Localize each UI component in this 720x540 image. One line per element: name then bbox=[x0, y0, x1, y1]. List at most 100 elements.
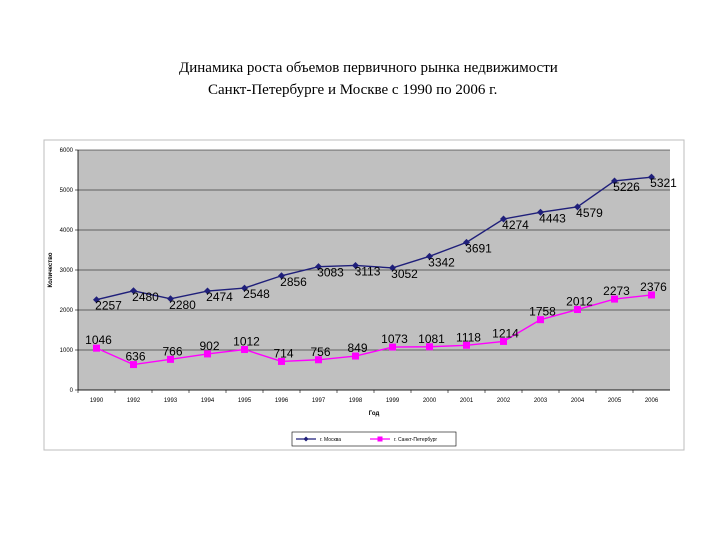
series-point-diamond bbox=[389, 264, 396, 272]
data-label: 3342 bbox=[428, 255, 455, 269]
series-point-diamond bbox=[574, 203, 581, 211]
data-labels: 2257 2480 2280 2474 2548 2856 3083 3113 3052 3342… bbox=[85, 176, 677, 363]
data-label: 1214 bbox=[492, 326, 519, 340]
chart-title-line-1: Динамика роста объемов первичного рынка … bbox=[179, 60, 558, 76]
series-point-diamond bbox=[611, 177, 618, 185]
series-line-1 bbox=[96, 176, 652, 301]
x-tick-label: 2001 bbox=[460, 398, 474, 404]
data-label: 1758 bbox=[529, 305, 556, 319]
series-point-diamond bbox=[278, 272, 285, 280]
y-tick-label: 4000 bbox=[60, 228, 74, 234]
chart-title-line-2: Санкт-Петербурге и Москве с 1990 по 2006… bbox=[208, 82, 498, 98]
series-point-diamond bbox=[130, 287, 137, 295]
series-group bbox=[93, 173, 655, 369]
data-label: 756 bbox=[310, 345, 330, 359]
x-tick-label: 1992 bbox=[127, 398, 141, 404]
y-tick-label: 1000 bbox=[60, 348, 74, 354]
series-point-square bbox=[167, 355, 174, 363]
y-tick-label: 5000 bbox=[60, 188, 74, 194]
series-point-square bbox=[204, 350, 211, 358]
legend-marker-square bbox=[377, 436, 383, 442]
series-point-diamond bbox=[463, 238, 470, 246]
x-axis-label: Год bbox=[369, 411, 380, 417]
x-tick-label: 1998 bbox=[349, 398, 363, 404]
series-point-diamond bbox=[204, 287, 211, 295]
series-point-diamond bbox=[426, 252, 433, 260]
series-point-diamond bbox=[315, 263, 322, 271]
y-tick-label: 3000 bbox=[60, 268, 74, 274]
x-tick-label: 1995 bbox=[238, 398, 252, 404]
x-tick-label: 2002 bbox=[497, 398, 511, 404]
series-point-square bbox=[352, 352, 359, 360]
data-label: 849 bbox=[347, 341, 367, 355]
data-label: 3052 bbox=[391, 267, 418, 281]
data-label: 2474 bbox=[206, 290, 233, 304]
series-point-square bbox=[93, 344, 100, 352]
data-label: 2376 bbox=[640, 280, 667, 294]
series-point-square bbox=[426, 343, 433, 351]
data-label: 3113 bbox=[355, 264, 381, 278]
x-tick-label: 1993 bbox=[164, 398, 178, 404]
data-label: 1012 bbox=[233, 335, 260, 349]
series-point-square bbox=[241, 346, 248, 354]
series-point-diamond bbox=[93, 296, 100, 304]
x-tick-label: 1997 bbox=[312, 398, 326, 404]
x-tick-label: 1994 bbox=[201, 398, 215, 404]
data-label: 2480 bbox=[132, 290, 159, 304]
x-tick-label: 2004 bbox=[571, 398, 585, 404]
y-tick-label: 6000 bbox=[60, 148, 74, 154]
x-tick-label: 2000 bbox=[423, 398, 437, 404]
data-label: 4274 bbox=[502, 218, 529, 232]
series-point-diamond bbox=[167, 295, 174, 303]
data-label: 3691 bbox=[465, 241, 492, 255]
y-tick-label: 0 bbox=[70, 388, 74, 394]
data-label: 902 bbox=[199, 339, 219, 353]
data-label: 636 bbox=[125, 350, 145, 364]
series-point-diamond bbox=[352, 261, 359, 269]
data-label: 4579 bbox=[576, 206, 603, 220]
x-tick-label: 1996 bbox=[275, 398, 289, 404]
series-point-square bbox=[574, 306, 581, 314]
data-label: 766 bbox=[162, 344, 182, 358]
series-point-square bbox=[130, 361, 137, 369]
data-label: 2273 bbox=[603, 284, 630, 298]
series-point-square bbox=[389, 343, 396, 351]
y-axis-label: Количество bbox=[48, 252, 54, 287]
data-label: 2856 bbox=[280, 275, 307, 289]
x-tick-label: 2006 bbox=[645, 398, 659, 404]
data-label: 2280 bbox=[169, 298, 196, 312]
data-label: 1081 bbox=[418, 332, 445, 346]
data-label: 5321 bbox=[650, 176, 677, 190]
x-tick-label: 1990 bbox=[90, 398, 104, 404]
x-tick-label: 2003 bbox=[534, 398, 548, 404]
x-tick-label: 2005 bbox=[608, 398, 622, 404]
legend-marker-diamond bbox=[303, 436, 309, 442]
series-point-square bbox=[500, 337, 507, 345]
legend-label-2: г. Санкт-Петербург bbox=[394, 437, 437, 443]
series-point-square bbox=[611, 295, 618, 303]
y-tick-label: 2000 bbox=[60, 308, 74, 314]
data-label: 2012 bbox=[566, 295, 593, 309]
data-label: 2257 bbox=[95, 299, 122, 313]
data-label: 2548 bbox=[243, 287, 270, 301]
data-label: 4443 bbox=[539, 211, 566, 225]
x-tick-label: 1999 bbox=[386, 398, 400, 404]
series-point-diamond bbox=[648, 173, 655, 181]
series-point-square bbox=[315, 356, 322, 364]
data-label: 714 bbox=[273, 346, 293, 360]
data-label: 1073 bbox=[381, 332, 408, 346]
series-point-square bbox=[463, 341, 470, 349]
axes: 0 1000 2000 3000 4000 5000 6000 1990 1992 1993 199… bbox=[60, 148, 670, 404]
series-point-square bbox=[278, 357, 285, 365]
data-label: 1118 bbox=[456, 330, 481, 344]
series-point-diamond bbox=[537, 208, 544, 216]
series-line-2 bbox=[96, 294, 652, 366]
series-point-square bbox=[648, 291, 655, 299]
data-label: 1046 bbox=[85, 333, 112, 347]
legend-label-1: г. Москва bbox=[320, 437, 341, 443]
data-label: 3083 bbox=[317, 266, 344, 280]
series-point-diamond bbox=[500, 215, 507, 223]
series-point-diamond bbox=[241, 284, 248, 292]
legend: г. Москва г. Санкт-Петербург bbox=[291, 431, 457, 447]
